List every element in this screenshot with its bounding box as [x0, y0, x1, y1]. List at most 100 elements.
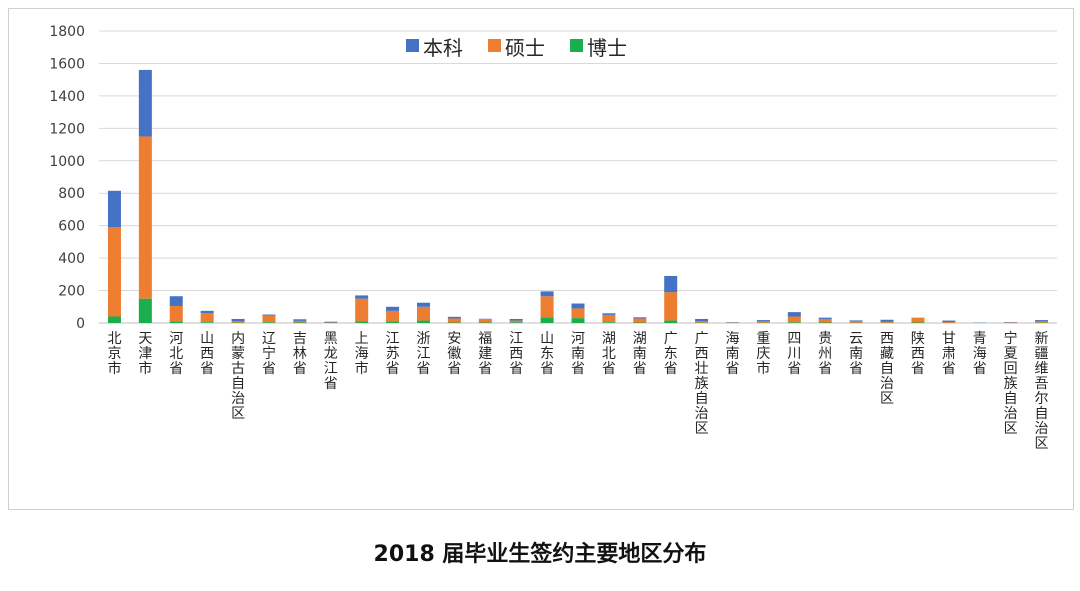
bar-segment — [107, 227, 121, 317]
bar-segment — [169, 296, 183, 306]
bar-segment — [262, 322, 276, 323]
bar-segment — [942, 320, 956, 323]
bar-segment — [756, 320, 770, 322]
x-tick-label: 北京市 — [107, 331, 121, 377]
bar-segment — [540, 317, 554, 323]
x-tick-label: 新疆维吾尔自治区 — [1035, 331, 1049, 452]
bar-segment — [942, 322, 956, 323]
bar-segment — [602, 322, 616, 323]
bar-segment — [602, 313, 616, 315]
bar-segment — [787, 316, 801, 323]
y-tick-label: 0 — [76, 316, 85, 332]
bar-segment — [602, 314, 616, 323]
x-tick-label: 四川省 — [787, 331, 801, 377]
bar-segment — [107, 316, 121, 323]
bar-segment — [849, 320, 863, 322]
y-tick-label: 1000 — [49, 154, 85, 170]
bar-segment — [818, 318, 832, 323]
bar-segment — [262, 315, 276, 323]
bar-segment — [571, 303, 585, 309]
bar-segment — [262, 314, 276, 316]
x-tick-label: 江苏省 — [386, 331, 400, 377]
x-tick-label: 辽宁省 — [262, 331, 276, 377]
x-tick-label: 宁夏回族自治区 — [1004, 330, 1018, 437]
x-tick-label: 浙江省 — [416, 331, 430, 377]
y-tick-label: 1200 — [49, 121, 85, 137]
bar-segment — [138, 136, 152, 299]
y-tick-label: 400 — [58, 251, 85, 267]
x-tick-label: 河北省 — [169, 331, 183, 377]
bar-segment — [447, 316, 461, 319]
bar-segment — [880, 321, 894, 323]
x-tick-label: 贵州省 — [818, 331, 832, 377]
bar-segment — [416, 306, 430, 321]
bar-segment — [633, 318, 647, 323]
bar-segment — [880, 319, 894, 322]
x-tick-label: 广东省 — [664, 331, 678, 377]
x-tick-label: 山西省 — [200, 331, 214, 377]
bar-segment — [911, 317, 925, 323]
x-tick-label: 湖南省 — [633, 331, 647, 377]
legend-label: 博士 — [587, 36, 627, 60]
x-tick-label: 重庆市 — [756, 331, 770, 377]
bar-segment — [386, 306, 400, 311]
x-tick-label: 西藏自治区 — [880, 331, 894, 407]
bar-segment — [509, 320, 523, 323]
chart-frame: 0 200 400 600 800 1000 1200 1400 1600 1800 北京市 天津市 河… — [8, 8, 1074, 510]
x-tick-label: 内蒙古自治区 — [231, 331, 245, 422]
bar-segment — [633, 317, 647, 319]
bar-segment — [664, 275, 678, 293]
bar-segment — [200, 310, 214, 314]
x-tick-label: 天津市 — [138, 331, 152, 377]
bar-segment — [787, 312, 801, 317]
bar-segment — [386, 321, 400, 323]
bar-segment — [664, 292, 678, 321]
y-tick-label: 1600 — [49, 56, 85, 72]
bar-segment — [756, 321, 770, 323]
bar-segment — [478, 319, 492, 323]
bar-segment — [509, 322, 523, 323]
bar-segment — [695, 321, 709, 323]
bar-segment — [107, 190, 121, 228]
x-tick-label: 上海市 — [355, 331, 369, 377]
legend-swatch — [570, 39, 583, 52]
bar-segment — [571, 308, 585, 319]
bar-segment — [169, 305, 183, 322]
x-tick-label: 广西壮族自治区 — [695, 331, 709, 437]
bar-segment — [169, 321, 183, 323]
y-tick-label: 1800 — [49, 24, 85, 40]
x-tick-label: 海南省 — [726, 331, 740, 377]
bar-segment — [416, 302, 430, 307]
bar-segment — [200, 313, 214, 323]
bar-segment — [231, 318, 245, 322]
x-tick-label: 吉林省 — [293, 331, 307, 377]
y-tick-label: 600 — [58, 219, 85, 235]
y-tick-label: 1400 — [49, 89, 85, 105]
bar-segment — [509, 318, 523, 321]
stacked-bar-chart: 0 200 400 600 800 1000 1200 1400 1600 1800 北京市 天津市 河… — [49, 24, 1057, 452]
bar-segment — [355, 298, 369, 322]
bar-segment — [416, 320, 430, 323]
legend-swatch — [488, 39, 501, 52]
bar-segment — [818, 317, 832, 319]
x-tick-label: 江西省 — [509, 331, 523, 377]
bar-segment — [293, 319, 307, 321]
bar-segment — [138, 69, 152, 137]
legend-swatch — [406, 39, 419, 52]
bar-segment — [787, 322, 801, 323]
bar-segment — [571, 318, 585, 323]
bar-segment — [849, 321, 863, 323]
bar-segment — [138, 298, 152, 323]
chart-caption: 2018 届毕业生签约主要地区分布 — [373, 542, 707, 567]
bar-segment — [386, 310, 400, 322]
x-tick-label: 河南省 — [571, 331, 585, 377]
bar-segment — [231, 321, 245, 323]
bar-segment — [540, 296, 554, 318]
x-tick-label: 福建省 — [478, 331, 492, 377]
bar-segment — [695, 318, 709, 322]
x-tick-label: 山东省 — [540, 331, 554, 377]
y-tick-label: 200 — [58, 284, 85, 300]
bar-segment — [293, 320, 307, 323]
x-tick-label: 青海省 — [973, 331, 987, 377]
bar-segment — [1035, 321, 1049, 323]
